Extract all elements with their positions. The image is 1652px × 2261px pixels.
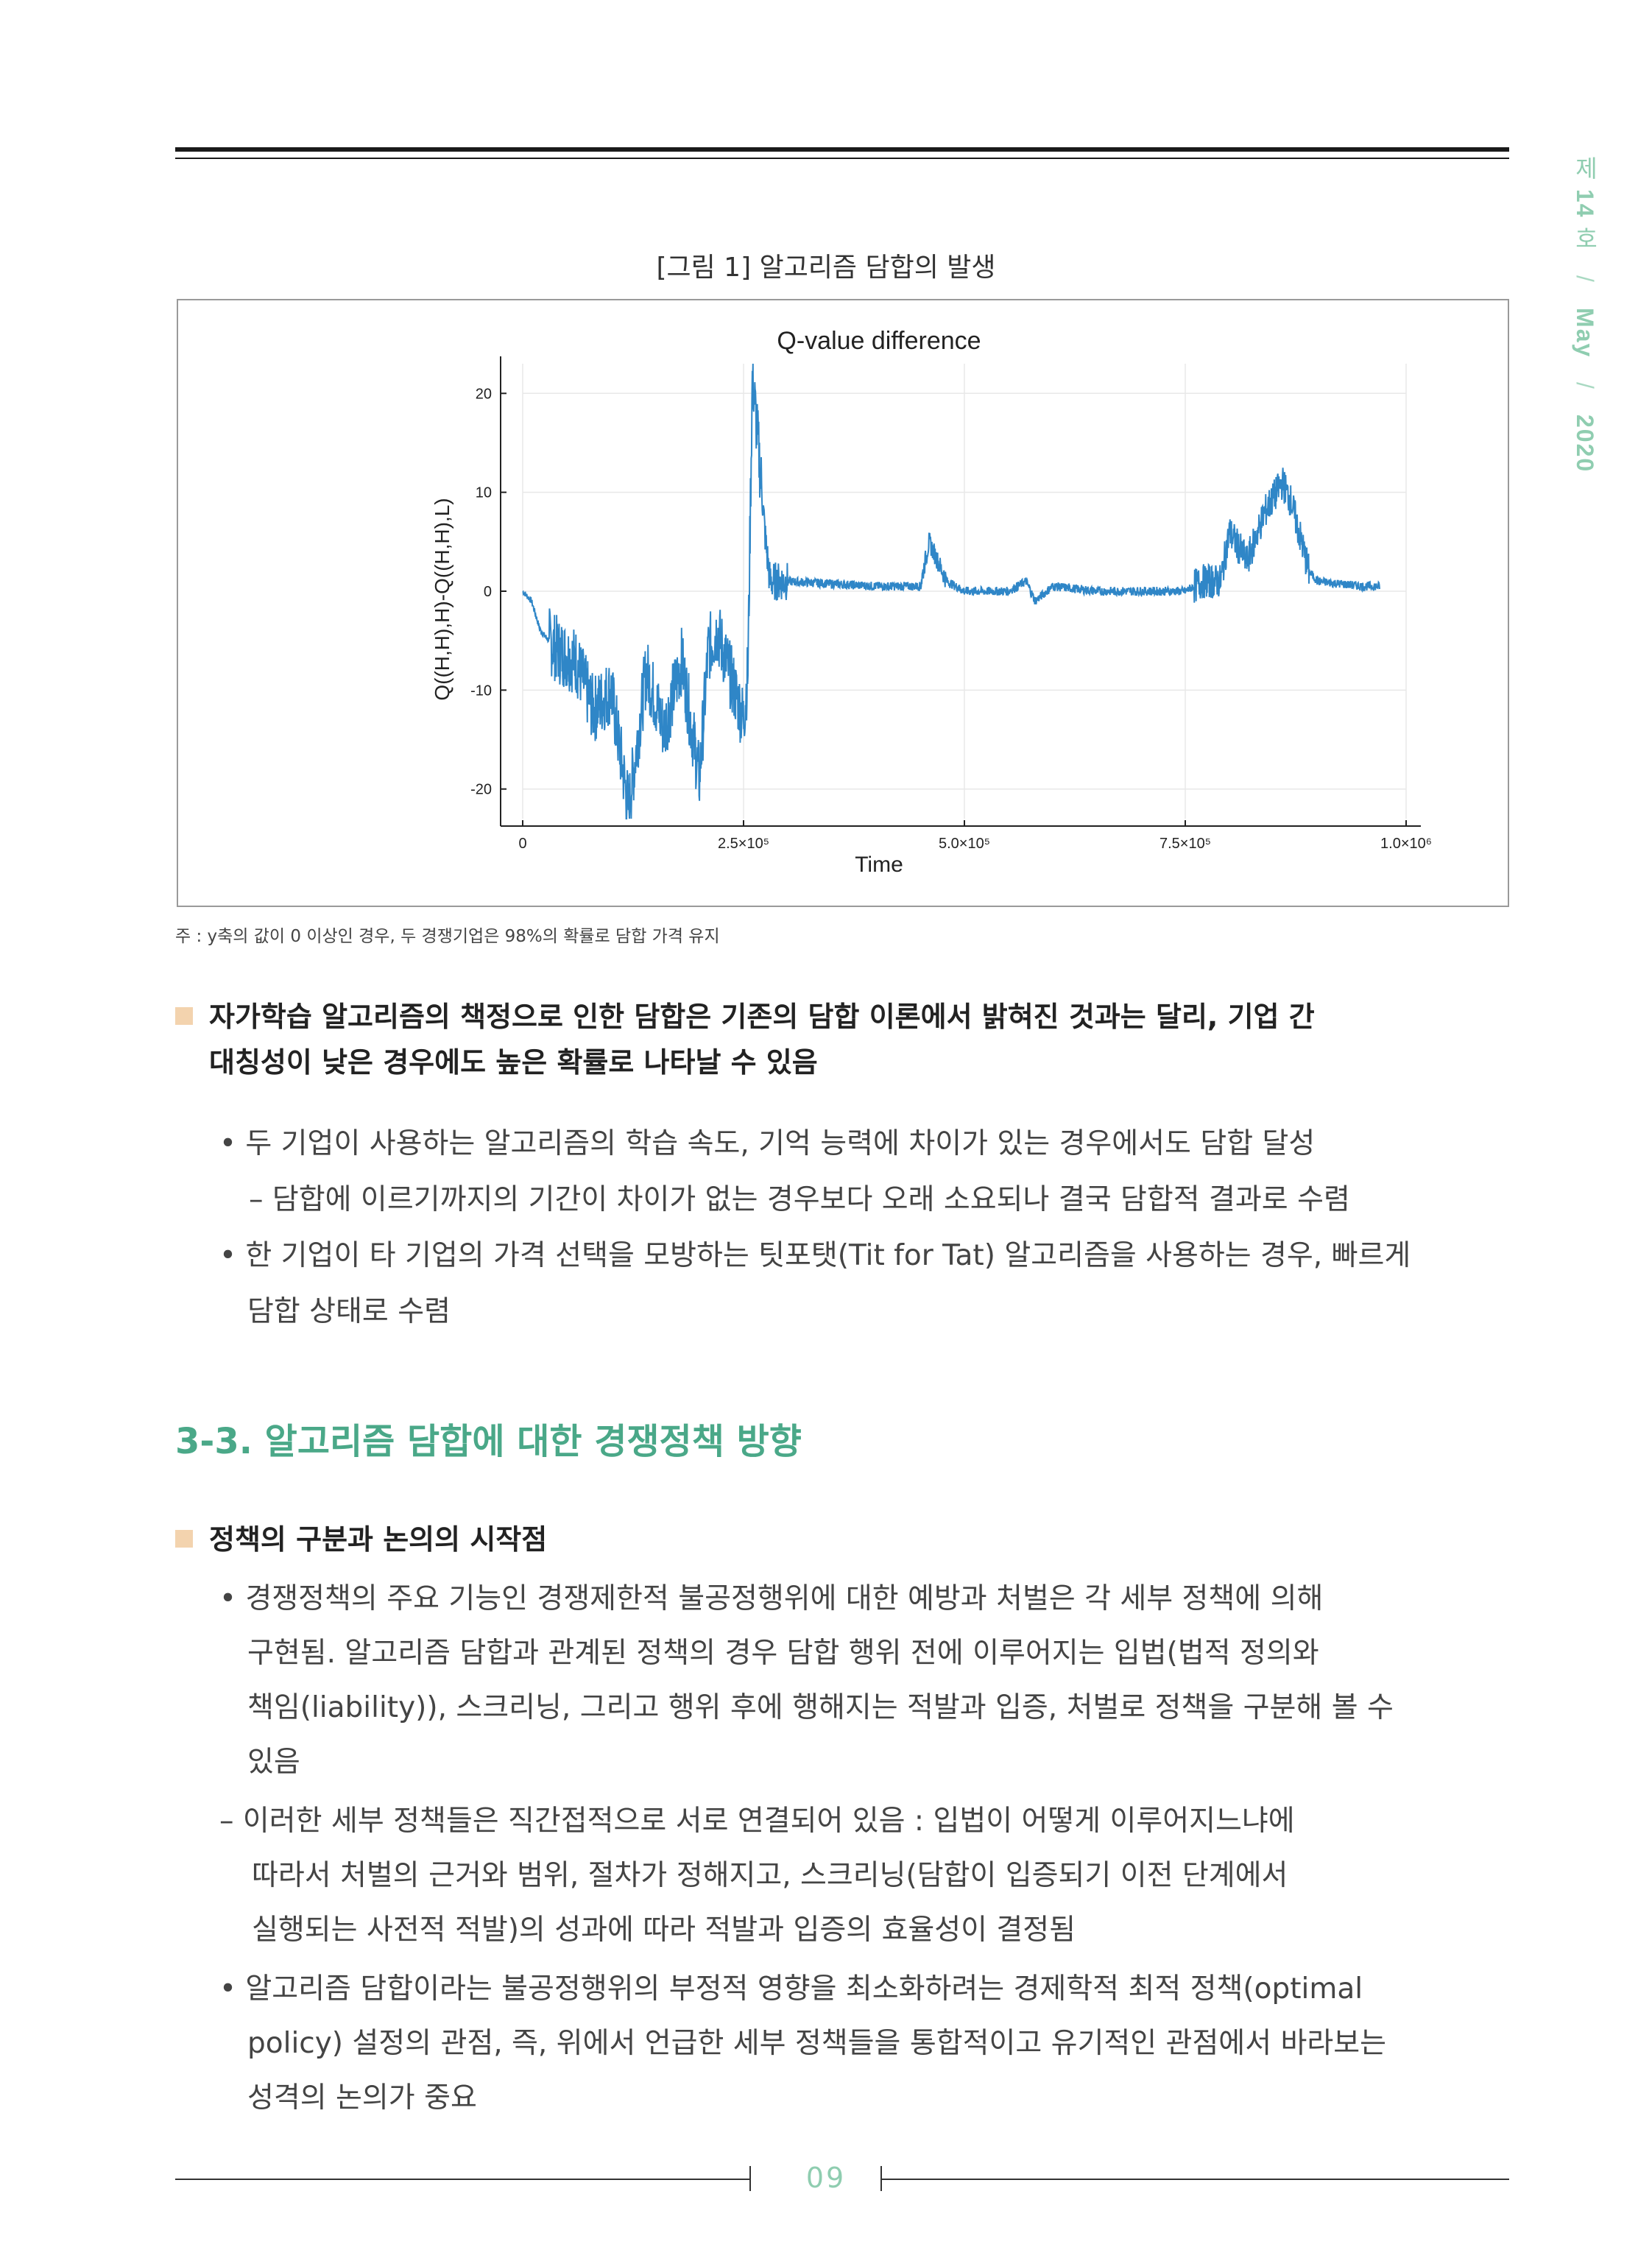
section1-title-line1: 자가학습 알고리즘의 책정으로 인한 담합은 기존의 담합 이론에서 밝혀진 것…: [209, 1001, 1315, 1033]
section2-bullet-1-l3: 책임(liability)), 스크리닝, 그리고 행위 후에 행해지는 적발과…: [247, 1691, 1394, 1724]
section2-dash-1-l2: 따라서 처벌의 근거와 범위, 절차가 정해지고, 스크리닝(담합이 입증되기 …: [252, 1859, 1288, 1892]
chart-y-axis-label: Q((H,H),H)-Q((H,H),L): [431, 498, 453, 700]
section2-bullet-1-l2: 구현됨. 알고리즘 담합과 관계된 정책의 경우 담합 행위 전에 이루어지는 …: [247, 1637, 1319, 1670]
chart-frame: Q-value difference Time Q((H,H),H)-Q((H,…: [177, 299, 1509, 907]
section2-bullet-2-l2: policy) 설정의 관점, 즉, 위에서 언급한 세부 정책들을 통합적이고…: [247, 2027, 1386, 2060]
section1-title-line2: 대칭성이 낮은 경우에도 높은 확률로 나타날 수 있음: [209, 1046, 818, 1079]
y-tick-label: 20: [476, 386, 492, 402]
issue-sidebar: 제 14 호 / May / 2020: [1568, 156, 1602, 473]
section1-bullet-2-cont: 담합 상태로 수렴: [247, 1295, 451, 1328]
x-tick-label: 7.5×10⁵: [1159, 836, 1211, 852]
section2-title-text: 정책의 구분과 논의의 시작점: [209, 1523, 548, 1556]
footer-rule-left: [175, 2179, 749, 2180]
y-tick-label: 10: [476, 485, 492, 501]
square-bullet-icon: [175, 1007, 193, 1025]
issue-prefix: 제: [1572, 156, 1598, 181]
issue-year: 2020: [1572, 414, 1598, 473]
issue-slash-2: /: [1572, 382, 1598, 391]
section2-bullet-1: • 경쟁정책의 주요 기능인 경쟁제한적 불공정행위에 대한 예방과 처벌은 각…: [219, 1582, 1324, 1615]
chart-x-axis-label: Time: [855, 853, 903, 877]
series-line: [522, 363, 1380, 819]
y-tick-label: -20: [470, 782, 492, 798]
section2-bullet-1-l4: 있음: [247, 1746, 300, 1779]
issue-month: May: [1572, 308, 1598, 359]
y-tick-label: 0: [484, 584, 492, 600]
header-rule-thick: [175, 147, 1509, 152]
figure-caption: [그림 1] 알고리즘 담합의 발생: [656, 253, 996, 283]
figure-note: 주 : y축의 값이 0 이상인 경우, 두 경쟁기업은 98%의 확률로 담합…: [175, 927, 720, 946]
section1-bullet-1: • 두 기업이 사용하는 알고리즘의 학습 속도, 기억 능력에 차이가 있는 …: [219, 1127, 1316, 1160]
section2-bullet-2: • 알고리즘 담합이라는 불공정행위의 부정적 영향을 최소화하려는 경제학적 …: [219, 1972, 1363, 2006]
section1-sub-1: – 담합에 이르기까지의 기간이 차이가 없는 경우보다 오래 소요되나 결국 …: [249, 1183, 1350, 1216]
section2-bullet-2-l3: 성격의 논의가 중요: [247, 2081, 477, 2114]
chart-grid: [522, 364, 1407, 819]
x-tick-label: 2.5×10⁵: [718, 836, 769, 852]
chart-ticks: 0 2.5×10⁵ 5.0×10⁵ 7.5×10⁵ 1.0×10⁶ 20 10 0 -10 -20: [470, 386, 1432, 852]
y-tick-label: -10: [470, 682, 492, 699]
section2-dash-1-l3: 실행되는 사전적 적발)의 성과에 따라 적발과 입증의 효율성이 결정됨: [252, 1913, 1076, 1947]
section2-dash-1: – 이러한 세부 정책들은 직간접적으로 서로 연결되어 있음 : 입법이 어떻…: [219, 1805, 1295, 1838]
x-tick-label: 0: [518, 836, 526, 852]
section-heading: 3-3. 알고리즘 담합에 대한 경쟁정책 방향: [175, 1421, 802, 1462]
chart-title: Q-value difference: [777, 327, 981, 355]
footer-tick-left: [749, 2166, 751, 2191]
section1-title: 자가학습 알고리즘의 책정으로 인한 담합은 기존의 담합 이론에서 밝혀진 것…: [175, 994, 1509, 1085]
chart-series: [522, 363, 1380, 819]
section2-title: 정책의 구분과 논의의 시작점: [175, 1517, 547, 1562]
header-rule-thin: [175, 158, 1509, 159]
footer-rule-right: [880, 2179, 1509, 2180]
x-tick-label: 1.0×10⁶: [1380, 836, 1432, 852]
square-bullet-icon: [175, 1530, 193, 1548]
issue-slash-1: /: [1572, 275, 1598, 284]
q-value-chart: Q-value difference Time Q((H,H),H)-Q((H,…: [431, 327, 1432, 877]
x-tick-label: 5.0×10⁵: [939, 836, 990, 852]
section1-bullet-2: • 한 기업이 타 기업의 가격 선택을 모방하는 팃포탯(Tit for Ta…: [219, 1239, 1411, 1272]
issue-suffix: 호: [1572, 226, 1598, 252]
page-number: 09: [805, 2162, 847, 2194]
issue-number: 14: [1572, 188, 1598, 219]
